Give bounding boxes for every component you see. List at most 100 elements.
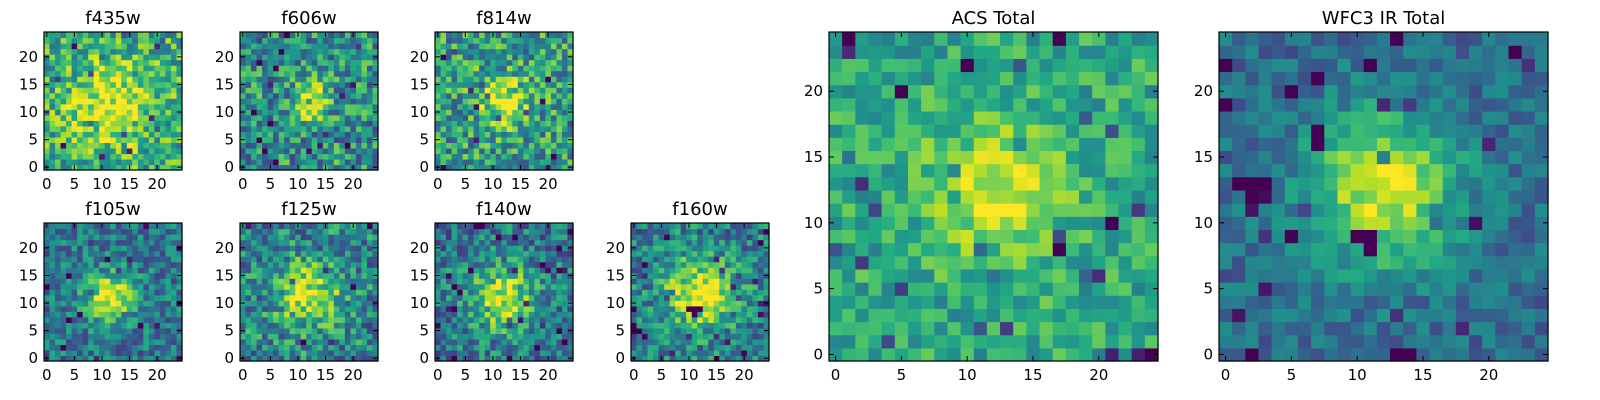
heatmap-cell bbox=[1105, 242, 1120, 257]
heatmap-cell bbox=[71, 142, 78, 149]
heatmap-cell bbox=[49, 261, 56, 268]
heatmap-cell bbox=[366, 256, 374, 263]
heatmap-cell bbox=[501, 228, 508, 235]
heatmap-cell bbox=[691, 289, 698, 296]
heatmap-cell bbox=[435, 250, 442, 257]
heatmap-cell bbox=[506, 114, 513, 121]
heatmap-cell bbox=[1039, 242, 1054, 257]
heatmap-cell bbox=[306, 147, 313, 155]
heatmap-cell bbox=[55, 43, 62, 50]
heatmap-cell bbox=[517, 120, 524, 127]
heatmap-cell bbox=[355, 147, 363, 155]
heatmap-cell bbox=[278, 48, 285, 55]
heatmap-cell bbox=[947, 282, 962, 296]
heatmap-cell bbox=[506, 305, 513, 312]
heatmap-cell bbox=[462, 272, 469, 279]
heatmap-cell bbox=[289, 76, 296, 83]
heatmap-cell bbox=[88, 125, 95, 132]
heatmap-cell bbox=[361, 87, 368, 94]
heatmap-cell bbox=[251, 228, 258, 235]
heatmap-cell bbox=[366, 153, 374, 160]
heatmap-cell bbox=[1131, 163, 1146, 178]
heatmap-cell bbox=[273, 37, 280, 44]
heatmap-cell bbox=[556, 355, 563, 362]
heatmap-cell bbox=[137, 272, 144, 279]
heatmap-cell bbox=[545, 228, 552, 235]
heatmap-cell bbox=[240, 322, 247, 329]
heatmap-cell bbox=[110, 256, 117, 263]
heatmap-cell bbox=[366, 70, 374, 77]
heatmap-cell bbox=[44, 43, 51, 50]
heatmap-cell bbox=[137, 136, 144, 143]
heatmap-cell bbox=[730, 316, 737, 323]
x-tick-label: 0 bbox=[238, 366, 248, 384]
heatmap-cell bbox=[534, 294, 541, 301]
heatmap-cell bbox=[115, 76, 122, 83]
heatmap-cell bbox=[545, 37, 552, 44]
heatmap-cell bbox=[328, 300, 335, 307]
heatmap-cell bbox=[165, 256, 172, 263]
heatmap-cell bbox=[284, 289, 291, 296]
heatmap-cell bbox=[713, 289, 720, 296]
heatmap-cell bbox=[713, 305, 720, 312]
heatmap-cell bbox=[501, 300, 508, 307]
heatmap-cell bbox=[457, 234, 464, 241]
heatmap-cell bbox=[517, 305, 524, 312]
heatmap-cell bbox=[669, 289, 676, 296]
heatmap-cell bbox=[724, 338, 731, 346]
heatmap-cell bbox=[534, 267, 541, 274]
heatmap-cell bbox=[501, 267, 508, 274]
heatmap-cell bbox=[484, 349, 491, 357]
heatmap-cell bbox=[262, 70, 269, 77]
heatmap-cell bbox=[468, 283, 475, 290]
heatmap-cell bbox=[71, 327, 78, 334]
heatmap-cell bbox=[528, 70, 535, 77]
heatmap-cell bbox=[137, 344, 144, 351]
heatmap-cell bbox=[763, 289, 770, 296]
heatmap-cell bbox=[121, 48, 128, 55]
heatmap-cell bbox=[550, 311, 558, 318]
heatmap-cell bbox=[350, 239, 357, 246]
heatmap-cell bbox=[104, 267, 111, 274]
heatmap-cell bbox=[752, 223, 759, 230]
heatmap-cell bbox=[273, 125, 280, 132]
heatmap-cell bbox=[636, 250, 643, 257]
heatmap-cell bbox=[1144, 308, 1159, 323]
heatmap-cell bbox=[339, 81, 346, 88]
heatmap-cell bbox=[686, 272, 693, 279]
heatmap-cell bbox=[451, 316, 458, 323]
heatmap-cell bbox=[132, 250, 139, 257]
heatmap-cell bbox=[66, 120, 73, 127]
heatmap-cell bbox=[973, 334, 988, 349]
heatmap-cell bbox=[490, 131, 497, 138]
heatmap-cell bbox=[159, 355, 167, 362]
y-tick-label: 20 bbox=[410, 48, 429, 66]
heatmap-cell bbox=[501, 305, 508, 312]
heatmap-cell bbox=[512, 114, 519, 121]
heatmap-cell bbox=[735, 289, 742, 296]
heatmap-cell bbox=[355, 245, 363, 252]
heatmap-cell bbox=[77, 355, 84, 362]
heatmap-cell bbox=[256, 120, 263, 127]
heatmap-cell bbox=[278, 316, 285, 323]
heatmap-cell bbox=[1144, 347, 1159, 362]
heatmap-cell bbox=[49, 59, 56, 66]
heatmap-cell bbox=[344, 70, 351, 77]
heatmap-cell bbox=[686, 234, 693, 241]
heatmap-cell bbox=[121, 92, 128, 99]
heatmap-cell bbox=[451, 300, 458, 307]
heatmap-cell bbox=[484, 256, 491, 263]
heatmap-cell bbox=[550, 256, 558, 263]
heatmap-cell bbox=[170, 65, 178, 72]
heatmap-cell bbox=[495, 338, 502, 346]
heatmap-cell bbox=[44, 158, 51, 166]
axes-frame bbox=[43, 31, 183, 171]
heatmap-cell bbox=[126, 125, 133, 132]
heatmap-cell bbox=[534, 316, 541, 323]
heatmap-cell bbox=[165, 344, 172, 351]
heatmap-cell bbox=[550, 333, 558, 340]
heatmap-cell bbox=[289, 234, 296, 241]
heatmap-cell bbox=[256, 228, 263, 235]
heatmap-cell bbox=[501, 256, 508, 263]
heatmap-cell bbox=[921, 295, 935, 309]
